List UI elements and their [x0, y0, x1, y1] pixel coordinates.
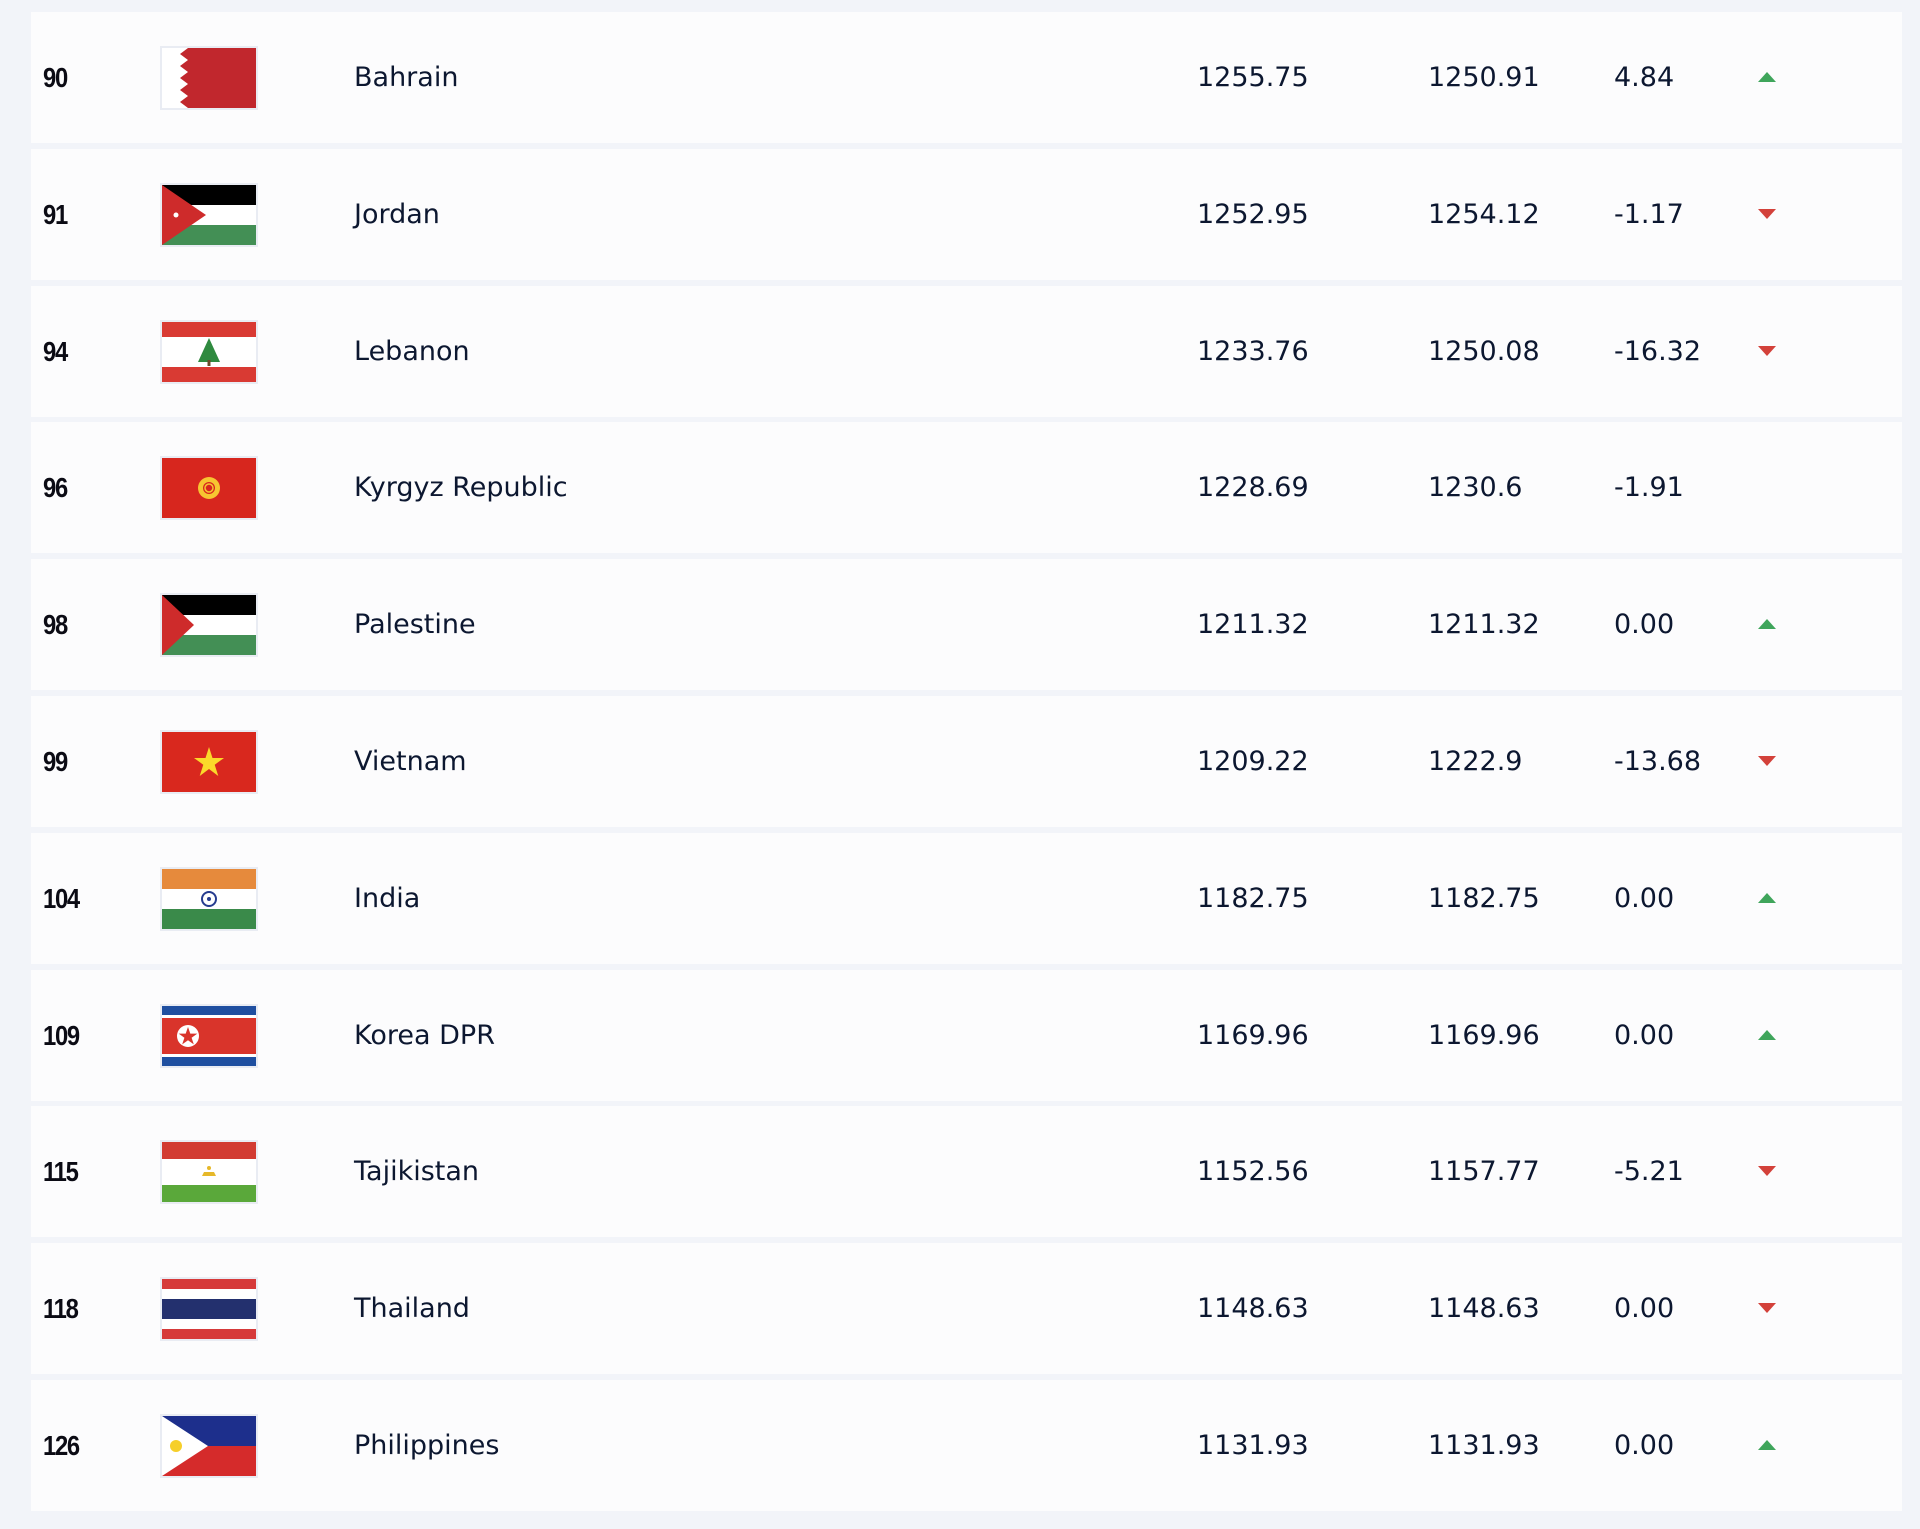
trend-down-icon [1758, 1303, 1776, 1314]
points-diff: -13.68 [1614, 746, 1702, 777]
points-diff: -16.32 [1614, 335, 1702, 367]
total-points: 1131.93 [1197, 1430, 1309, 1461]
previous-points: 1157.77 [1428, 1156, 1540, 1188]
thailand-flag-icon [162, 1279, 256, 1340]
previous-points: 1131.93 [1428, 1430, 1540, 1461]
korea-dpr-flag-icon [162, 1005, 256, 1066]
palestine-flag-icon [162, 595, 256, 656]
trend-down-icon [1758, 345, 1776, 356]
points-diff: 0.00 [1614, 1019, 1675, 1051]
total-points: 1252.95 [1197, 198, 1309, 230]
trend-up-icon [1758, 619, 1776, 630]
points-diff: -1.17 [1614, 198, 1684, 230]
trend-up-icon [1758, 1029, 1776, 1040]
bahrain-flag-icon [162, 48, 256, 108]
previous-points: 1211.32 [1428, 609, 1540, 641]
points-diff: 0.00 [1614, 1293, 1675, 1325]
country-name-link[interactable]: Philippines [354, 1430, 500, 1461]
tajikistan-flag-icon [162, 1142, 256, 1203]
previous-points: 1250.91 [1428, 62, 1540, 93]
table-row[interactable]: 109 Korea DPR 1169.96 1169.96 0.00 [31, 969, 1902, 1101]
points-diff: -5.21 [1614, 1156, 1684, 1188]
total-points: 1211.32 [1197, 609, 1309, 641]
previous-points: 1222.9 [1428, 746, 1523, 777]
previous-points: 1182.75 [1428, 882, 1540, 914]
table-row[interactable]: 90 Bahrain 1255.75 1250.91 4.84 [31, 12, 1902, 143]
trend-down-icon [1758, 756, 1776, 766]
previous-points: 1250.08 [1428, 335, 1540, 367]
rank: 94 [43, 335, 68, 367]
rank: 91 [43, 198, 68, 230]
points-diff: 0.00 [1614, 882, 1675, 914]
lebanon-flag-icon [162, 321, 256, 382]
total-points: 1169.96 [1197, 1019, 1309, 1051]
country-name-link[interactable]: Korea DPR [354, 1019, 495, 1051]
points-diff: 0.00 [1614, 1430, 1675, 1461]
rank: 96 [43, 472, 68, 504]
country-name-link[interactable]: Palestine [354, 609, 476, 641]
india-flag-icon [162, 868, 256, 929]
table-row[interactable]: 99 Vietnam 1209.22 1222.9 -13.68 [31, 696, 1902, 827]
country-name-link[interactable]: Tajikistan [354, 1156, 480, 1188]
points-diff: -1.91 [1614, 472, 1684, 504]
table-row[interactable]: 94 Lebanon 1233.76 1250.08 -16.32 [31, 285, 1902, 417]
country-name-link[interactable]: Kyrgyz Republic [354, 472, 568, 504]
rank: 115 [43, 1156, 79, 1188]
table-row[interactable]: 126 Philippines 1131.93 1131.93 0.00 [31, 1380, 1902, 1511]
table-row[interactable]: 115 Tajikistan 1152.56 1157.77 -5.21 [31, 1106, 1902, 1238]
table-row[interactable]: 118 Thailand 1148.63 1148.63 0.00 [31, 1243, 1902, 1375]
points-diff: 0.00 [1614, 609, 1675, 641]
rank: 126 [43, 1430, 80, 1461]
total-points: 1182.75 [1197, 882, 1309, 914]
trend-down-icon [1758, 1166, 1776, 1177]
total-points: 1152.56 [1197, 1156, 1309, 1188]
table-row[interactable]: 96 Kyrgyz Republic 1228.69 1230.6 -1.91 [31, 422, 1902, 554]
rank: 118 [43, 1293, 79, 1325]
trend-up-icon [1758, 72, 1776, 82]
total-points: 1233.76 [1197, 335, 1309, 367]
trend-up-icon [1758, 892, 1776, 903]
previous-points: 1254.12 [1428, 198, 1540, 230]
rank: 109 [43, 1019, 80, 1051]
country-name-link[interactable]: Lebanon [354, 335, 470, 367]
country-name-link[interactable]: India [354, 882, 421, 914]
rank: 98 [43, 609, 68, 641]
country-name-link[interactable]: Jordan [354, 198, 440, 230]
trend-down-icon [1758, 208, 1776, 219]
country-name-link[interactable]: Vietnam [354, 746, 467, 777]
table-row[interactable]: 104 India 1182.75 1182.75 0.00 [31, 832, 1902, 964]
table-row[interactable]: 91 Jordan 1252.95 1254.12 -1.17 [31, 148, 1902, 280]
points-diff: 4.84 [1614, 62, 1675, 93]
previous-points: 1148.63 [1428, 1293, 1540, 1325]
trend-up-icon [1758, 1440, 1776, 1450]
jordan-flag-icon [162, 184, 256, 245]
previous-points: 1230.6 [1428, 472, 1523, 504]
total-points: 1148.63 [1197, 1293, 1309, 1325]
vietnam-flag-icon [162, 732, 256, 792]
rank: 104 [43, 882, 80, 914]
rank: 99 [43, 746, 68, 777]
total-points: 1209.22 [1197, 746, 1309, 777]
kyrgyz-flag-icon [162, 458, 256, 519]
country-name-link[interactable]: Thailand [354, 1293, 470, 1325]
total-points: 1228.69 [1197, 472, 1309, 504]
philippines-flag-icon [162, 1416, 256, 1476]
country-name-link[interactable]: Bahrain [354, 62, 459, 93]
rank: 90 [43, 62, 68, 93]
previous-points: 1169.96 [1428, 1019, 1540, 1051]
total-points: 1255.75 [1197, 62, 1309, 93]
table-row[interactable]: 98 Palestine 1211.32 1211.32 0.00 [31, 559, 1902, 691]
